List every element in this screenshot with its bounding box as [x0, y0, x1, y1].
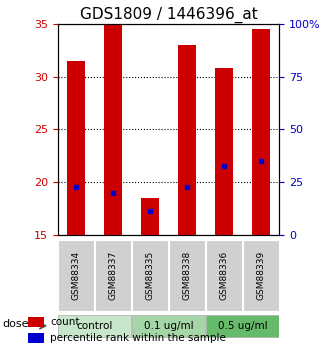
- Bar: [169, 239, 205, 312]
- Text: GSM88339: GSM88339: [256, 250, 265, 300]
- Bar: [215, 68, 233, 235]
- Bar: [28, 333, 44, 343]
- Bar: [132, 239, 168, 312]
- Bar: [28, 317, 44, 327]
- Bar: [178, 45, 196, 235]
- Bar: [243, 239, 279, 312]
- Bar: [206, 239, 242, 312]
- Bar: [58, 315, 131, 337]
- Bar: [141, 198, 159, 235]
- Text: 0.5 ug/ml: 0.5 ug/ml: [218, 321, 267, 331]
- Title: GDS1809 / 1446396_at: GDS1809 / 1446396_at: [80, 7, 257, 23]
- Bar: [104, 24, 122, 235]
- Bar: [252, 29, 270, 235]
- Text: GSM88338: GSM88338: [182, 250, 192, 300]
- Bar: [206, 315, 279, 337]
- Bar: [58, 239, 94, 312]
- Text: GSM88335: GSM88335: [145, 250, 155, 300]
- Text: GSM88334: GSM88334: [72, 250, 81, 300]
- Text: control: control: [76, 321, 113, 331]
- Bar: [95, 239, 131, 312]
- Bar: [67, 61, 85, 235]
- Text: count: count: [50, 317, 80, 327]
- Text: dose: dose: [3, 319, 29, 329]
- Bar: [132, 315, 205, 337]
- Text: 0.1 ug/ml: 0.1 ug/ml: [144, 321, 193, 331]
- Text: GSM88337: GSM88337: [108, 250, 118, 300]
- Text: percentile rank within the sample: percentile rank within the sample: [50, 333, 226, 343]
- Text: GSM88336: GSM88336: [219, 250, 229, 300]
